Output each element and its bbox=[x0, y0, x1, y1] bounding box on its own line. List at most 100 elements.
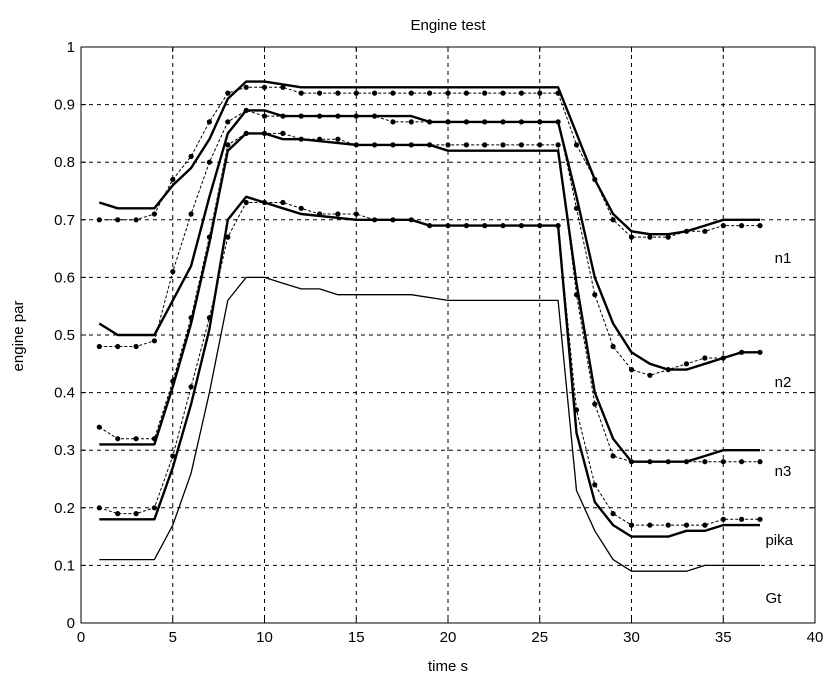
data-point-marker bbox=[573, 407, 580, 413]
data-point-marker bbox=[280, 130, 286, 136]
data-point-marker bbox=[757, 349, 763, 355]
data-point-marker bbox=[739, 516, 745, 522]
data-point-marker bbox=[482, 119, 488, 125]
data-point-marker bbox=[592, 292, 598, 298]
data-point-marker bbox=[408, 119, 414, 125]
y-tick-label: 0.3 bbox=[54, 442, 75, 459]
data-point-marker bbox=[702, 522, 708, 528]
data-point-marker bbox=[537, 90, 543, 96]
data-point-marker bbox=[280, 199, 286, 206]
data-point-marker bbox=[133, 510, 139, 517]
data-point-marker bbox=[500, 119, 506, 125]
data-point-marker bbox=[482, 142, 488, 148]
data-point-marker bbox=[335, 113, 341, 119]
data-point-marker bbox=[555, 90, 561, 96]
data-point-marker bbox=[482, 90, 488, 96]
data-point-marker bbox=[592, 176, 598, 183]
data-point-marker bbox=[372, 90, 378, 96]
data-point-marker bbox=[353, 211, 359, 217]
data-point-marker bbox=[665, 367, 671, 373]
data-point-marker bbox=[683, 228, 690, 234]
data-point-marker bbox=[445, 223, 451, 229]
data-point-marker bbox=[427, 119, 433, 125]
y-tick-label: 0.1 bbox=[54, 557, 75, 574]
data-point-marker bbox=[372, 142, 378, 148]
data-point-marker bbox=[280, 84, 286, 90]
y-tick-label: 0.5 bbox=[54, 327, 75, 344]
data-point-marker bbox=[665, 522, 671, 528]
y-tick-label: 0.7 bbox=[54, 212, 75, 229]
data-point-marker bbox=[317, 211, 323, 217]
data-point-marker bbox=[500, 90, 506, 96]
data-point-marker bbox=[170, 176, 176, 183]
data-point-marker bbox=[353, 113, 359, 119]
grid bbox=[81, 47, 815, 623]
data-point-marker bbox=[628, 234, 635, 240]
data-point-marker bbox=[170, 453, 176, 459]
data-point-marker bbox=[683, 459, 690, 465]
data-point-marker bbox=[133, 436, 139, 442]
data-point-marker bbox=[463, 223, 469, 229]
data-point-marker bbox=[427, 223, 433, 229]
data-point-marker bbox=[427, 90, 433, 96]
data-point-marker bbox=[573, 142, 580, 148]
y-tick-label: 0.6 bbox=[54, 269, 75, 286]
data-point-marker bbox=[647, 522, 653, 528]
series-group bbox=[96, 80, 763, 572]
data-point-marker bbox=[372, 217, 378, 223]
data-point-marker bbox=[133, 217, 139, 223]
data-point-marker bbox=[408, 217, 414, 223]
data-point-marker bbox=[720, 459, 726, 465]
data-point-marker bbox=[739, 459, 745, 465]
data-point-marker bbox=[96, 343, 102, 350]
series-annotation-pika: pika bbox=[765, 532, 793, 549]
x-tick-label: 10 bbox=[256, 629, 273, 646]
x-tick-label: 15 bbox=[348, 629, 365, 646]
data-point-marker bbox=[335, 211, 341, 217]
data-point-marker bbox=[610, 510, 616, 517]
series-annotation-Gt: Gt bbox=[765, 590, 782, 607]
data-point-marker bbox=[555, 119, 561, 125]
data-point-marker bbox=[757, 516, 763, 522]
data-point-marker bbox=[335, 90, 341, 96]
data-point-marker bbox=[115, 343, 121, 350]
data-point-marker bbox=[445, 90, 451, 96]
data-point-marker bbox=[298, 90, 304, 96]
data-point-marker bbox=[445, 142, 451, 148]
data-point-marker bbox=[206, 159, 212, 165]
data-point-marker bbox=[151, 338, 157, 344]
data-point-marker bbox=[610, 343, 616, 350]
data-point-marker bbox=[243, 130, 249, 136]
data-point-marker bbox=[353, 142, 359, 148]
data-point-marker bbox=[408, 142, 414, 148]
data-point-marker bbox=[225, 90, 231, 96]
data-point-marker bbox=[647, 372, 653, 378]
data-point-marker bbox=[298, 136, 304, 142]
data-point-marker bbox=[408, 90, 414, 96]
data-point-marker bbox=[96, 505, 102, 511]
data-point-marker bbox=[151, 436, 157, 442]
data-point-marker bbox=[720, 223, 726, 229]
data-point-marker bbox=[261, 199, 268, 206]
x-axis-label: time s bbox=[428, 658, 468, 675]
data-point-marker bbox=[610, 453, 616, 459]
data-point-marker bbox=[188, 211, 194, 217]
y-tick-label: 0.8 bbox=[54, 154, 75, 171]
data-point-marker bbox=[151, 211, 157, 217]
data-point-marker bbox=[225, 119, 231, 125]
data-point-marker bbox=[115, 217, 121, 223]
series-annotation-n1: n1 bbox=[775, 250, 792, 267]
data-point-marker bbox=[280, 113, 286, 119]
data-point-marker bbox=[261, 84, 268, 90]
data-point-marker bbox=[739, 223, 745, 229]
x-tick-label: 20 bbox=[440, 629, 457, 646]
data-point-marker bbox=[628, 459, 635, 465]
data-point-marker bbox=[610, 217, 616, 223]
data-point-marker bbox=[592, 482, 598, 488]
data-point-marker bbox=[317, 90, 323, 96]
data-point-marker bbox=[115, 436, 121, 442]
data-point-marker bbox=[317, 113, 323, 119]
data-point-marker bbox=[702, 355, 708, 361]
data-point-marker bbox=[170, 378, 176, 384]
data-point-marker bbox=[261, 130, 268, 136]
